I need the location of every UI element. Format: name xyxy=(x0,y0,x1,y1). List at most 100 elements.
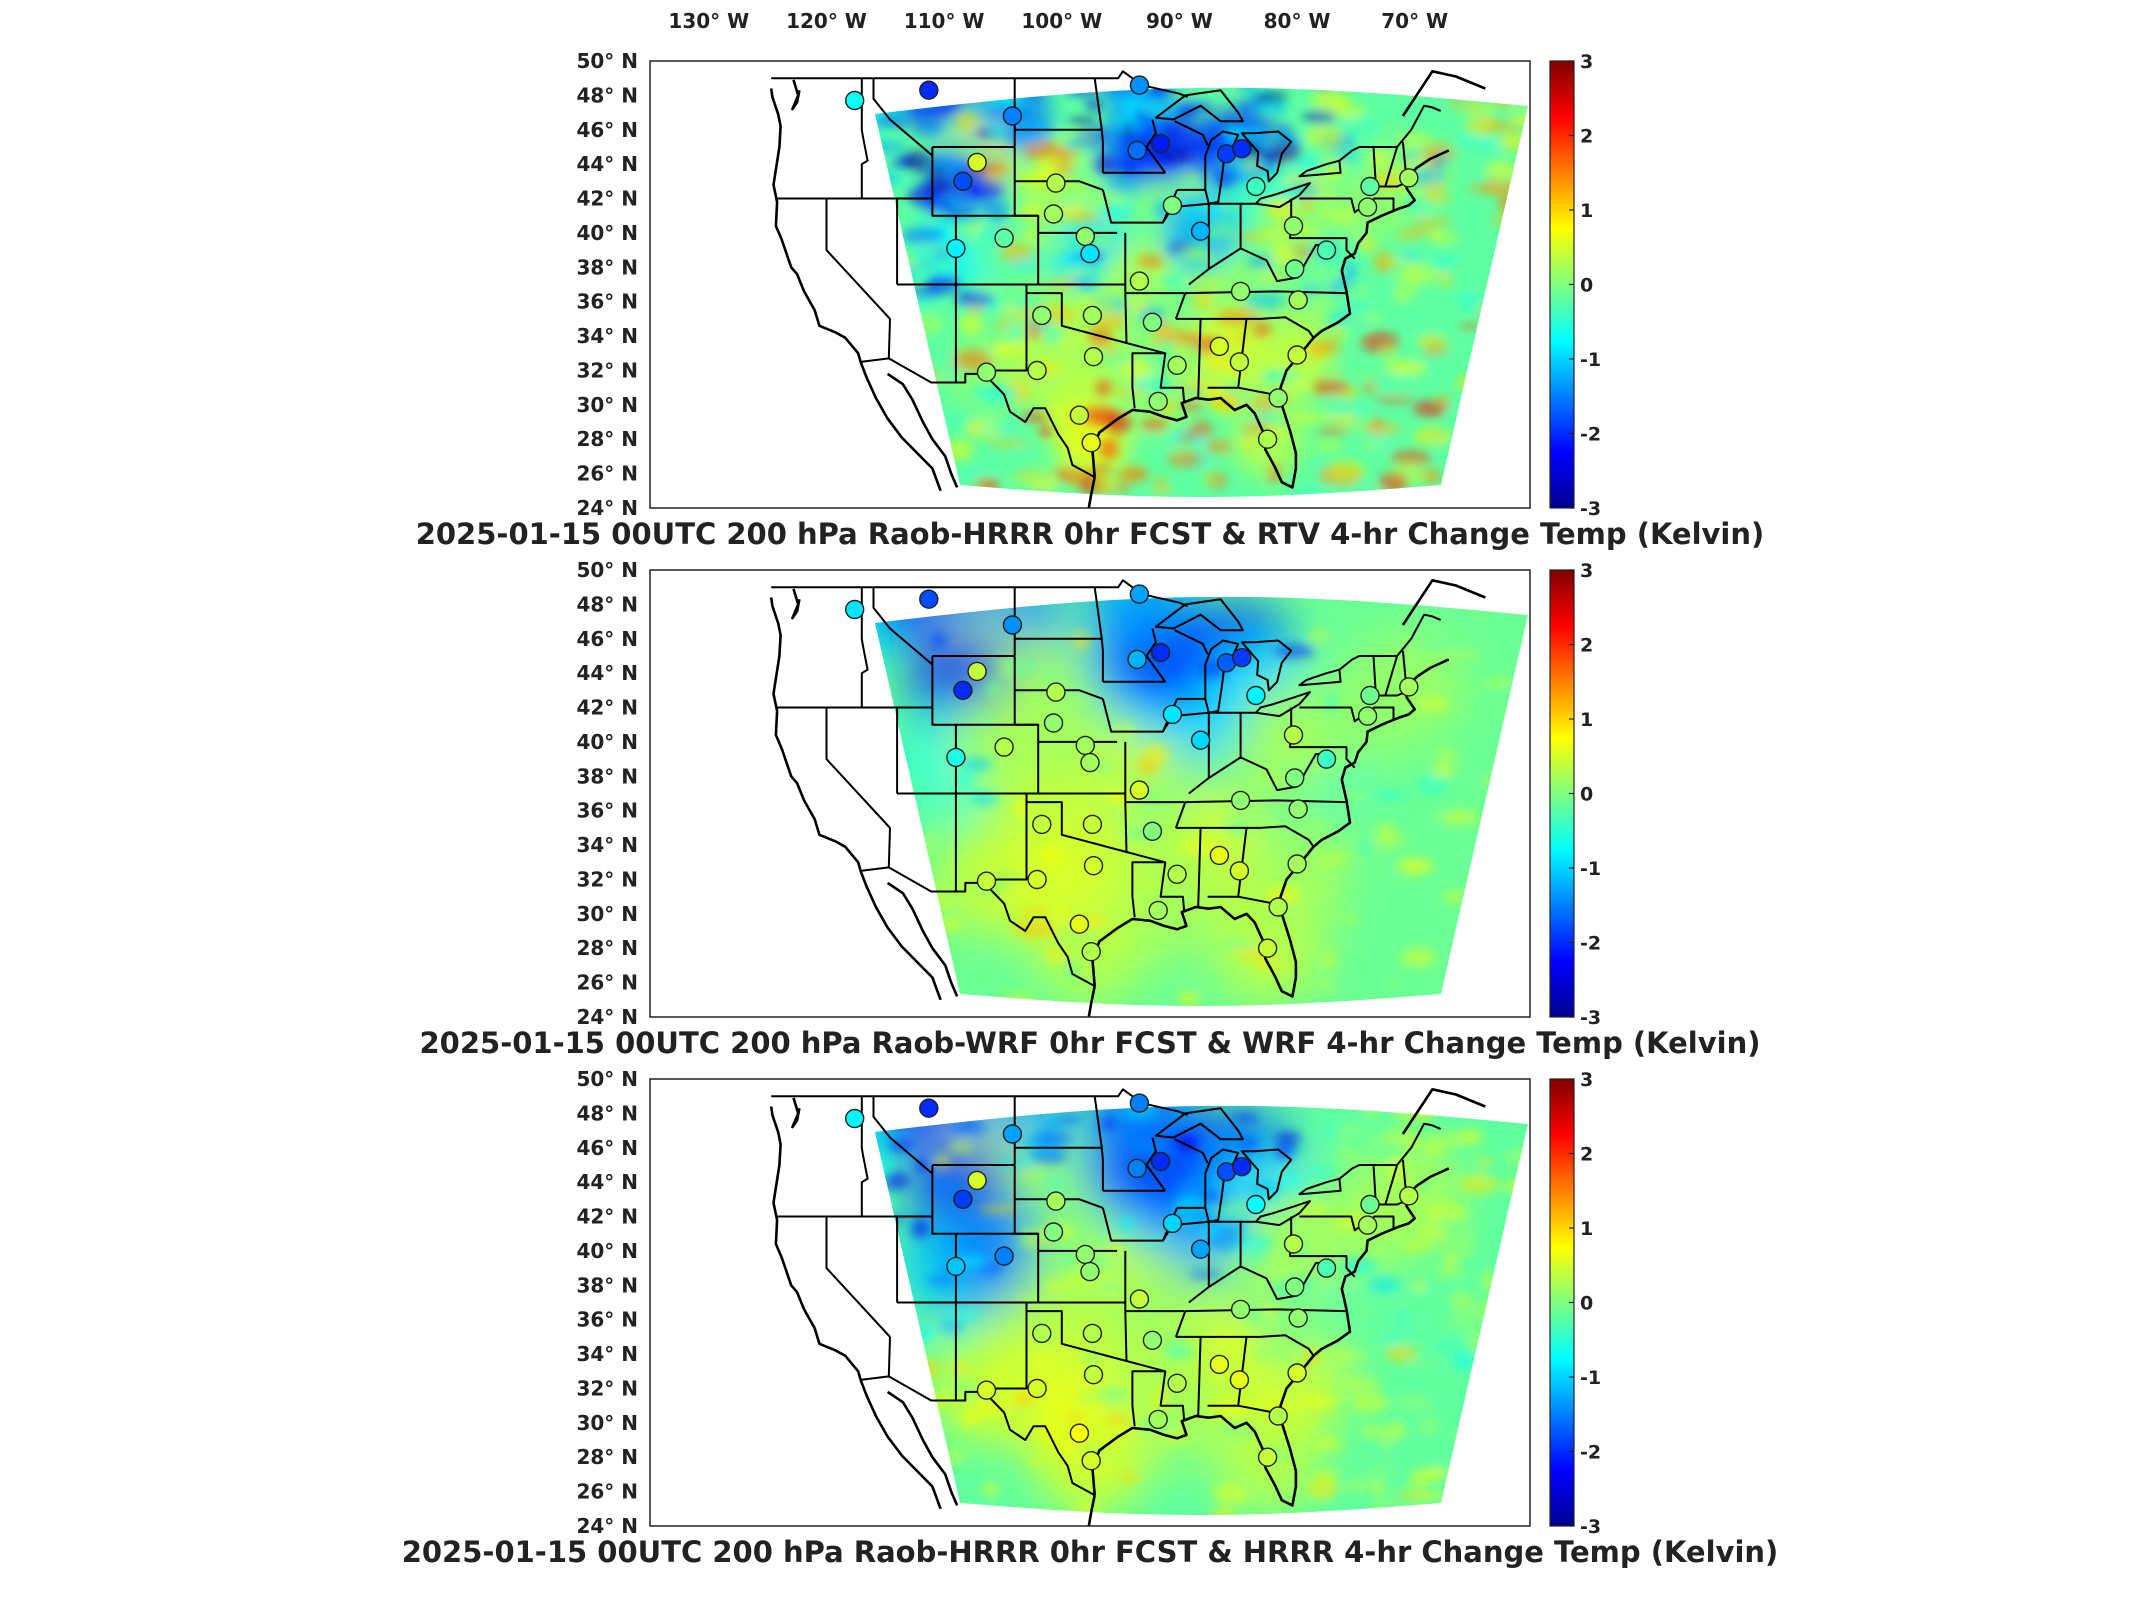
lat-label: 26° N xyxy=(576,462,638,486)
station-marker xyxy=(1162,195,1183,216)
panel-title: 2025-01-15 00UTC 200 hPa Raob-WRF 0hr FC… xyxy=(419,1026,1760,1060)
lat-label: 48° N xyxy=(576,1101,638,1125)
station-marker xyxy=(967,1170,987,1191)
station-marker xyxy=(953,680,973,700)
station-marker xyxy=(1284,768,1305,788)
station-marker xyxy=(1360,1194,1380,1215)
lon-label: 100° W xyxy=(1021,9,1102,33)
station-marker xyxy=(1232,138,1252,159)
station-marker xyxy=(1082,814,1103,835)
colorbar-tick-label: 0 xyxy=(1580,275,1593,297)
lat-label: 40° N xyxy=(576,1239,638,1263)
lat-label: 32° N xyxy=(576,868,638,892)
colorbar-tick-label: 2 xyxy=(1580,126,1593,148)
station-marker xyxy=(1027,1378,1047,1399)
station-marker xyxy=(953,171,973,192)
station-marker xyxy=(1027,869,1047,890)
lat-label: 38° N xyxy=(576,255,638,279)
lat-label: 44° N xyxy=(576,152,638,176)
station-marker xyxy=(1075,735,1096,756)
station-marker xyxy=(1069,1423,1090,1443)
lat-label: 26° N xyxy=(576,971,638,995)
lat-label: 48° N xyxy=(576,592,638,616)
lat-label: 42° N xyxy=(576,696,638,720)
lat-label: 50° N xyxy=(576,1067,638,1091)
map-panel: 50° N 48° N 46° N 44° N 42° N 40° N 38° N 36° N… xyxy=(416,49,1765,551)
station-marker xyxy=(1190,730,1211,750)
station-marker xyxy=(1080,243,1100,264)
raob-stations xyxy=(845,75,1419,453)
station-marker xyxy=(1142,312,1163,332)
station-marker xyxy=(994,1246,1014,1266)
station-marker xyxy=(1162,1213,1183,1234)
colorbar-tick-label: 1 xyxy=(1580,200,1593,222)
station-marker xyxy=(1246,176,1266,197)
colorbar-tick-label: 3 xyxy=(1580,560,1593,582)
map-panel: 50° N 48° N 46° N 44° N 42° N 40° N 38° N 36° N… xyxy=(402,1067,1779,1569)
colorbar-tick-label: -1 xyxy=(1580,858,1601,880)
lat-label: 46° N xyxy=(576,1136,638,1160)
station-marker xyxy=(1082,305,1103,326)
colorbar: 3 2 1 0 -1 -2 -3 xyxy=(1549,560,1601,1029)
station-marker xyxy=(1268,897,1288,917)
station-marker xyxy=(1150,1151,1171,1172)
lon-label: 110° W xyxy=(904,9,985,33)
colorbar-tick-label: -3 xyxy=(1580,1516,1601,1538)
station-marker xyxy=(1316,1258,1337,1278)
station-marker xyxy=(967,152,987,173)
station-marker xyxy=(1316,240,1337,260)
station-marker xyxy=(1129,1289,1150,1309)
station-marker xyxy=(845,1108,865,1129)
station-marker xyxy=(1043,204,1064,224)
station-marker xyxy=(1360,176,1380,197)
lat-label: 30° N xyxy=(576,1411,638,1435)
temperature-field xyxy=(875,596,1528,1006)
station-marker xyxy=(1268,1406,1288,1426)
station-marker xyxy=(1232,1156,1252,1177)
lat-label: 32° N xyxy=(576,359,638,383)
map-panel: 50° N 48° N 46° N 44° N 42° N 40° N 38° N 36° N… xyxy=(419,558,1760,1060)
lat-label: 32° N xyxy=(576,1377,638,1401)
station-marker xyxy=(1190,221,1211,241)
station-marker xyxy=(1081,942,1101,962)
lat-label: 44° N xyxy=(576,661,638,685)
station-marker xyxy=(919,589,939,609)
lat-label: 28° N xyxy=(576,427,638,451)
station-marker xyxy=(1129,584,1150,604)
colorbar-tick-label: 2 xyxy=(1580,1144,1593,1166)
lat-label: 36° N xyxy=(576,1308,638,1332)
station-marker xyxy=(1283,1234,1304,1254)
station-marker xyxy=(845,90,865,111)
temperature-field xyxy=(875,87,1528,498)
station-marker xyxy=(1127,649,1147,670)
colorbar-tick-label: -1 xyxy=(1580,1367,1601,1389)
station-marker xyxy=(1002,615,1023,635)
station-marker xyxy=(1399,677,1419,697)
map-frame xyxy=(649,60,1531,509)
station-marker xyxy=(1257,429,1278,449)
station-marker xyxy=(1127,1158,1147,1179)
colorbar-tick-label: -1 xyxy=(1580,349,1601,371)
longitude-labels: 130° W 120° W 110° W 100° W 90° W 80° W 70° W xyxy=(668,9,1448,33)
station-marker xyxy=(1043,713,1064,733)
station-marker xyxy=(1046,173,1066,193)
station-marker xyxy=(994,737,1014,757)
station-marker xyxy=(1083,1364,1104,1385)
station-marker xyxy=(1083,856,1104,876)
station-marker xyxy=(1129,271,1150,291)
lat-label: 34° N xyxy=(576,324,638,348)
station-marker xyxy=(1142,821,1163,841)
colorbar-tick-label: 0 xyxy=(1580,784,1593,806)
station-marker xyxy=(1167,355,1187,375)
station-marker xyxy=(1209,845,1230,866)
station-marker xyxy=(1043,1222,1064,1242)
lat-label: 48° N xyxy=(576,83,638,107)
station-marker xyxy=(1148,391,1168,412)
colorbar-tick-label: 3 xyxy=(1580,51,1593,73)
lat-label: 40° N xyxy=(576,730,638,754)
panel-title: 2025-01-15 00UTC 200 hPa Raob-HRRR 0hr F… xyxy=(402,1535,1779,1569)
station-marker xyxy=(994,228,1014,248)
lat-label: 28° N xyxy=(576,936,638,960)
station-marker xyxy=(946,747,966,768)
